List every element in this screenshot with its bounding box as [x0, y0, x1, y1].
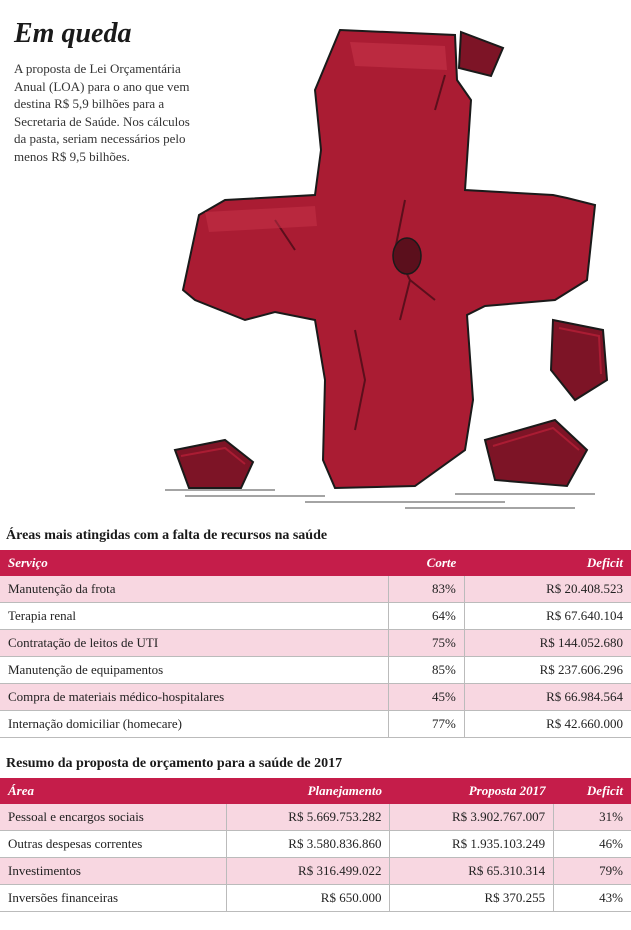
t2-col-area: Área — [0, 778, 226, 804]
t2-col-deficit: Deficit — [554, 778, 631, 804]
cell-corte: 45% — [388, 684, 464, 711]
cell-area: Inversões financeiras — [0, 885, 226, 912]
cell-area: Pessoal e encargos sociais — [0, 804, 226, 831]
cross-body — [183, 30, 595, 488]
cell-deficit: R$ 144.052.680 — [464, 630, 631, 657]
cell-area: Investimentos — [0, 858, 226, 885]
cell-deficit: R$ 66.984.564 — [464, 684, 631, 711]
t2-col-planejamento: Planejamento — [226, 778, 390, 804]
cell-planejamento: R$ 650.000 — [226, 885, 390, 912]
cell-planejamento: R$ 3.580.836.860 — [226, 831, 390, 858]
table-row: InvestimentosR$ 316.499.022R$ 65.310.314… — [0, 858, 631, 885]
cell-deficit: R$ 67.640.104 — [464, 603, 631, 630]
table-row: Manutenção da frota83%R$ 20.408.523 — [0, 576, 631, 603]
table-row: Manutenção de equipamentos85%R$ 237.606.… — [0, 657, 631, 684]
cell-proposta: R$ 370.255 — [390, 885, 554, 912]
cell-deficit: R$ 237.606.296 — [464, 657, 631, 684]
broken-cross-illustration — [155, 20, 615, 520]
cell-servico: Manutenção de equipamentos — [0, 657, 388, 684]
t1-col-deficit: Deficit — [464, 550, 631, 576]
cell-corte: 83% — [388, 576, 464, 603]
cell-corte: 75% — [388, 630, 464, 657]
cell-deficit: 31% — [554, 804, 631, 831]
cell-servico: Internação domiciliar (homecare) — [0, 711, 388, 738]
t1-col-servico: Serviço — [0, 550, 388, 576]
t2-col-proposta: Proposta 2017 — [390, 778, 554, 804]
table-row: Pessoal e encargos sociaisR$ 5.669.753.2… — [0, 804, 631, 831]
cell-planejamento: R$ 316.499.022 — [226, 858, 390, 885]
cell-servico: Contratação de leitos de UTI — [0, 630, 388, 657]
table-row: Compra de materiais médico-hospitalares4… — [0, 684, 631, 711]
cell-proposta: R$ 1.935.103.249 — [390, 831, 554, 858]
cell-deficit: R$ 42.660.000 — [464, 711, 631, 738]
table-row: Contratação de leitos de UTI75%R$ 144.05… — [0, 630, 631, 657]
cell-corte: 85% — [388, 657, 464, 684]
table-row: Outras despesas correntesR$ 3.580.836.86… — [0, 831, 631, 858]
t1-col-corte: Corte — [388, 550, 464, 576]
cell-servico: Compra de materiais médico-hospitalares — [0, 684, 388, 711]
rubble-top — [459, 32, 503, 76]
rubble-left — [175, 440, 253, 488]
table-affected-areas: Serviço Corte Deficit Manutenção da frot… — [0, 550, 631, 738]
table-row: Terapia renal64%R$ 67.640.104 — [0, 603, 631, 630]
cell-proposta: R$ 3.902.767.007 — [390, 804, 554, 831]
cell-deficit: 79% — [554, 858, 631, 885]
cell-proposta: R$ 65.310.314 — [390, 858, 554, 885]
cell-corte: 64% — [388, 603, 464, 630]
cell-deficit: 43% — [554, 885, 631, 912]
cell-servico: Manutenção da frota — [0, 576, 388, 603]
cell-deficit: R$ 20.408.523 — [464, 576, 631, 603]
rubble-right-1 — [485, 420, 587, 486]
table-row: Inversões financeirasR$ 650.000R$ 370.25… — [0, 885, 631, 912]
cell-corte: 77% — [388, 711, 464, 738]
cell-servico: Terapia renal — [0, 603, 388, 630]
table1-caption: Áreas mais atingidas com a falta de recu… — [0, 528, 631, 550]
cell-planejamento: R$ 5.669.753.282 — [226, 804, 390, 831]
table-row: Internação domiciliar (homecare)77%R$ 42… — [0, 711, 631, 738]
cell-deficit: 46% — [554, 831, 631, 858]
table2-caption: Resumo da proposta de orçamento para a s… — [0, 756, 631, 778]
cell-area: Outras despesas correntes — [0, 831, 226, 858]
